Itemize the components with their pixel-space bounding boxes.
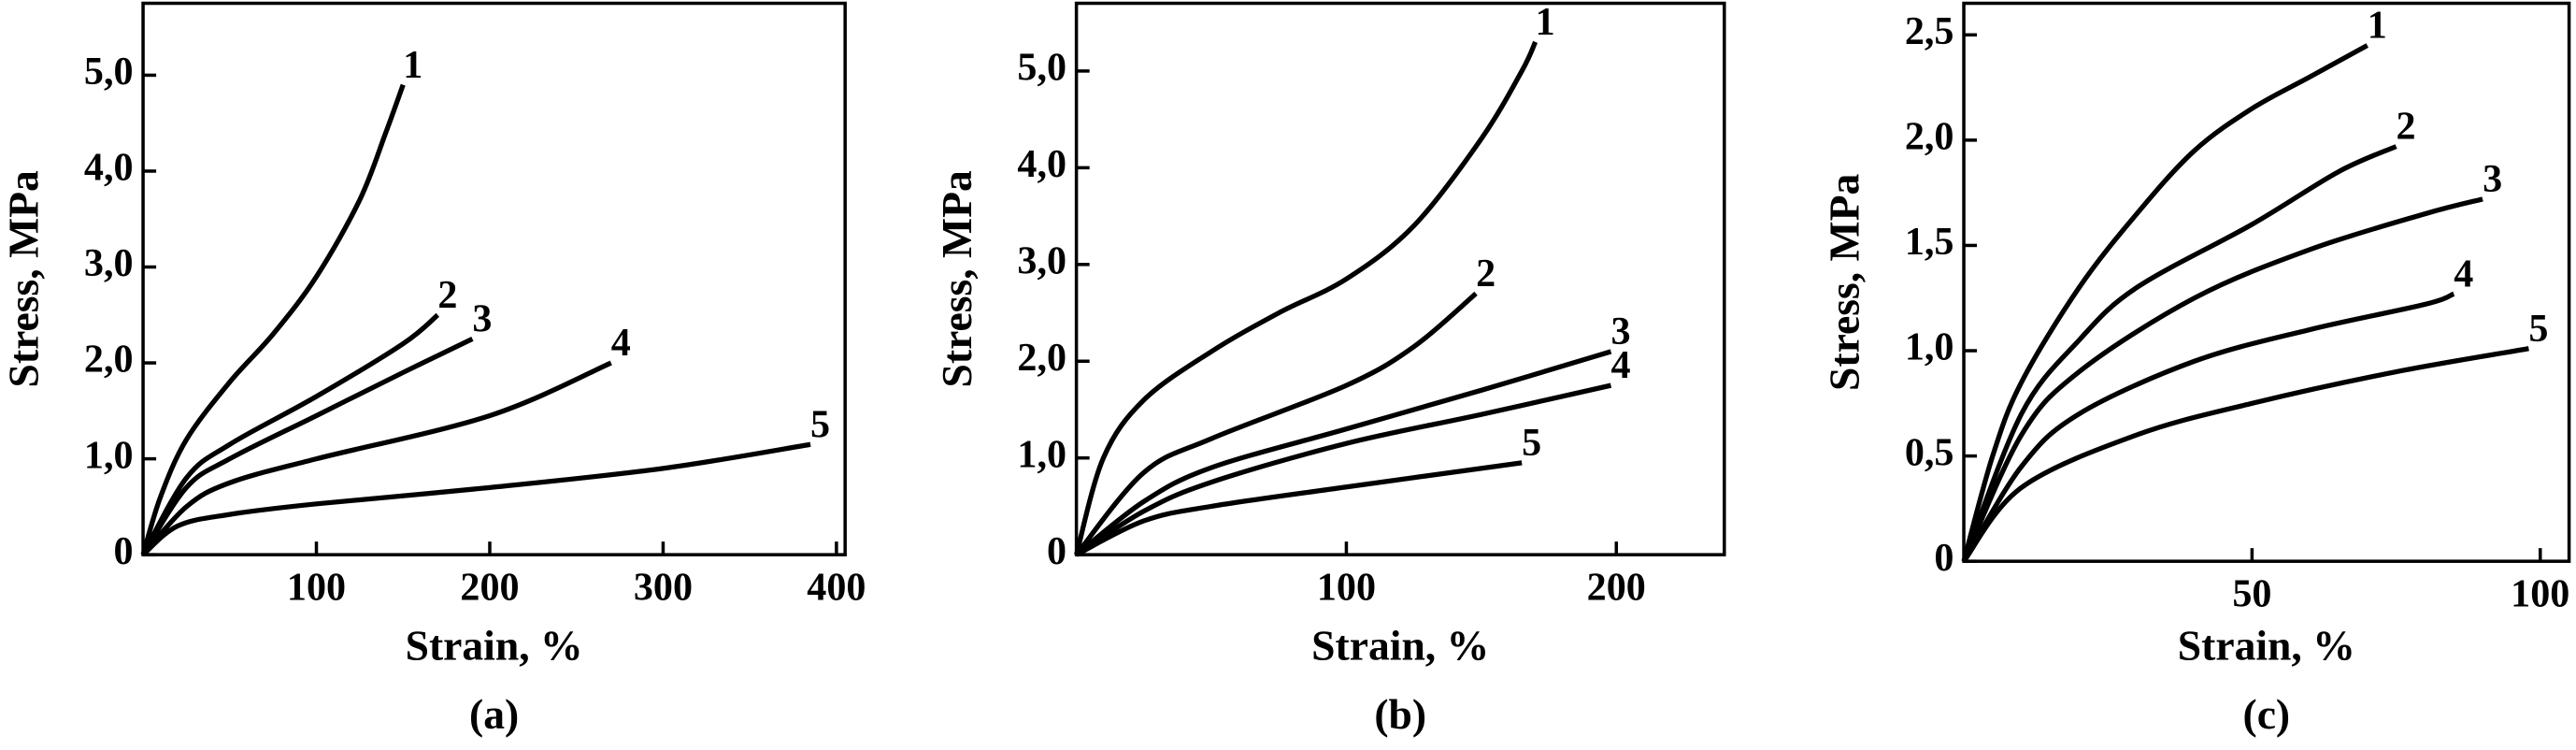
- plot-frame: [141, 1, 847, 556]
- curve: [140, 337, 474, 556]
- curve-label: 2: [2397, 105, 2416, 149]
- curve: [1961, 144, 2397, 563]
- y-tick-label: 1,5: [1905, 220, 1954, 264]
- curve-label: 5: [810, 402, 830, 446]
- y-axis-label: Stress, MPa: [1821, 174, 1868, 391]
- curve: [1961, 196, 2483, 563]
- curve: [1074, 291, 1478, 556]
- y-axis-label: Stress, MPa: [0, 170, 48, 387]
- y-tick-label: 5,0: [1017, 46, 1066, 90]
- y-tick-label: 0,5: [1905, 430, 1954, 474]
- x-tick-label: 300: [634, 565, 693, 609]
- plot-frame: [1962, 1, 2571, 563]
- panel: 50 100 0 0,5 1,0 1,5 2,0 2,5 Strain, % Stress, MP…: [1821, 1, 2571, 738]
- curve-label: 5: [2528, 307, 2548, 351]
- x-tick-label: 50: [2232, 571, 2271, 615]
- x-tick-label: 200: [460, 565, 519, 609]
- x-tick-label: 400: [807, 565, 866, 609]
- x-axis-label: Strain, %: [406, 621, 583, 669]
- y-tick-label: 2,0: [84, 338, 134, 382]
- y-tick-label: 4,0: [1017, 142, 1066, 186]
- curve-label: 5: [1522, 421, 1541, 465]
- curve-label: 1: [1536, 0, 1555, 44]
- curve: [1961, 346, 2529, 563]
- panel: 100 200 300 400 0 1,0 2,0 3,0 4,0 5,0 Strain, % Str…: [0, 1, 866, 738]
- y-tick-label: 5,0: [84, 50, 134, 94]
- y-tick-label: 1,0: [1017, 432, 1066, 476]
- panel-label: (a): [469, 690, 519, 738]
- curve-label: 2: [1476, 252, 1496, 296]
- x-tick-label: 100: [287, 565, 346, 609]
- panel: 100 200 0 1,0 2,0 3,0 4,0 5,0 Strain, % Stress, M…: [933, 0, 1726, 738]
- curve: [140, 83, 406, 555]
- x-tick-label: 100: [2511, 571, 2569, 615]
- curve-label: 3: [472, 297, 492, 341]
- y-tick-label: 0: [113, 529, 133, 573]
- x-tick-label: 100: [1317, 565, 1376, 609]
- curve-label: 4: [1610, 343, 1630, 387]
- panel-label: (b): [1374, 690, 1426, 738]
- curve-label: 2: [437, 273, 457, 317]
- curve: [140, 312, 440, 556]
- curve: [141, 441, 811, 557]
- y-tick-label: 0: [1934, 536, 1953, 580]
- curve-label: 4: [611, 321, 631, 365]
- curve: [1074, 40, 1538, 555]
- curve-label: 4: [2454, 252, 2473, 296]
- y-tick-label: 1,0: [84, 433, 134, 477]
- panel-label: (c): [2242, 690, 2290, 738]
- y-tick-label: 2,0: [1905, 115, 1954, 159]
- curve: [1074, 349, 1612, 557]
- y-tick-label: 3,0: [1017, 238, 1066, 282]
- curve: [1961, 43, 2369, 562]
- plot-frame: [1074, 1, 1726, 556]
- curve-label: 3: [1610, 310, 1630, 353]
- x-axis-label: Strain, %: [1311, 621, 1489, 669]
- y-tick-label: 2,5: [1905, 9, 1954, 53]
- y-tick-label: 4,0: [84, 146, 134, 190]
- y-axis-label: Stress, MPa: [933, 170, 980, 387]
- curve: [1075, 382, 1612, 557]
- y-tick-label: 2,0: [1017, 336, 1066, 380]
- curve: [1961, 291, 2455, 563]
- curve-label: 1: [403, 43, 422, 87]
- x-axis-label: Strain, %: [2178, 621, 2355, 669]
- x-tick-label: 200: [1587, 565, 1646, 609]
- curve: [141, 360, 612, 556]
- y-tick-label: 3,0: [84, 241, 134, 285]
- y-tick-label: 0: [1047, 529, 1066, 573]
- y-tick-label: 1,0: [1905, 325, 1954, 369]
- curve-label: 1: [2368, 4, 2387, 48]
- curve-label: 3: [2483, 157, 2502, 201]
- curve: [1075, 460, 1523, 557]
